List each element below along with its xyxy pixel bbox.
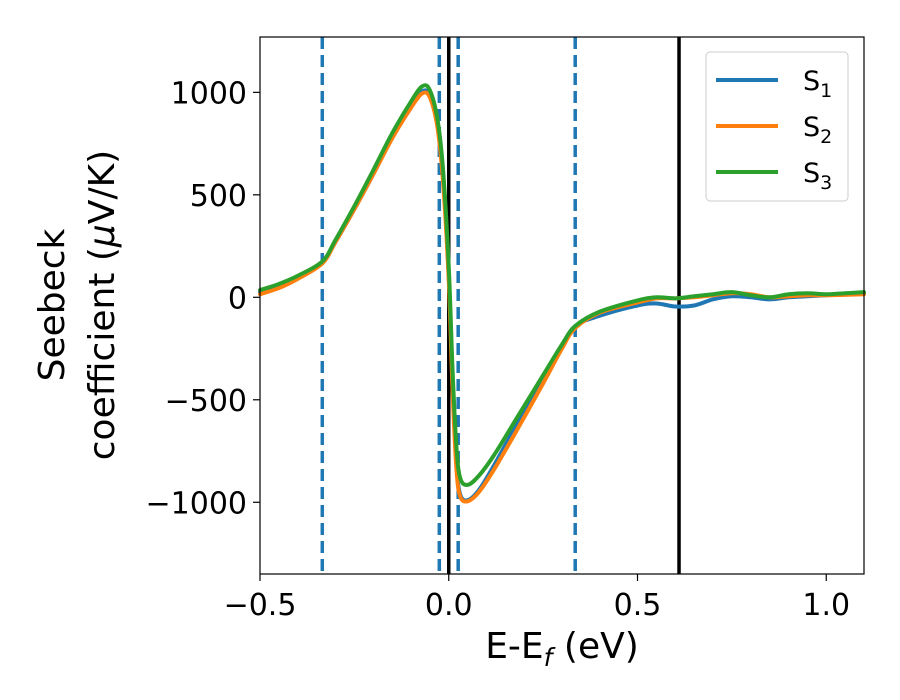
y-tick-label: 0	[228, 281, 247, 316]
legend-label-s1: S1	[803, 66, 832, 102]
x-tick-label: 1.0	[802, 588, 850, 623]
x-axis-label: E-Ef (eV)	[485, 626, 639, 672]
legend-label-s2: S2	[803, 112, 832, 148]
series-line-s3	[258, 83, 866, 487]
legend-label-s3: S3	[803, 158, 832, 194]
y-tick-label: 500	[190, 179, 247, 214]
y-axis-label-line2: coefficient (μV/K)	[82, 150, 123, 460]
y-tick-label: −1000	[146, 486, 247, 521]
x-tick-label: 0.5	[614, 588, 662, 623]
y-tick-label: 1000	[171, 76, 247, 111]
y-axis-label: Seebeck coefficient (μV/K)	[32, 150, 123, 460]
y-tick-label: −500	[165, 384, 247, 419]
series-lines	[258, 83, 866, 504]
y-axis-label-line1: Seebeck	[32, 228, 73, 381]
y-axis-ticks: 1000 500 0 −500 −1000	[146, 76, 260, 521]
mu-symbol: μ	[82, 224, 123, 248]
x-tick-label: 0.0	[425, 588, 473, 623]
plot-frame	[259, 36, 865, 575]
x-axis-ticks: −0.5 0.0 0.5 1.0	[224, 574, 850, 623]
legend: S1 S2 S3	[705, 51, 849, 202]
x-tick-label: −0.5	[224, 588, 297, 623]
